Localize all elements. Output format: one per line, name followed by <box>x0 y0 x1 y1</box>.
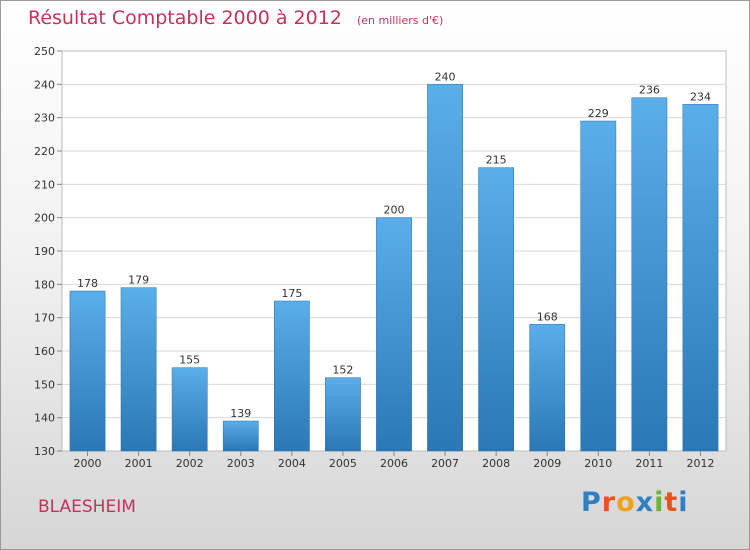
bar <box>222 420 259 452</box>
x-tick-label: 2012 <box>686 457 714 470</box>
bar-value-label: 240 <box>435 70 456 83</box>
x-tick-label: 2002 <box>176 457 204 470</box>
x-axis: 2000 2001 2002 2003 2004 2005 2006 2007 2008 2009… <box>74 451 714 470</box>
y-tick-label: 140 <box>34 412 55 425</box>
y-tick-label: 150 <box>34 378 55 391</box>
bar <box>682 104 719 452</box>
bar-value-label: 175 <box>281 287 302 300</box>
bar-value-label: 178 <box>77 277 98 290</box>
bar-value-label: 155 <box>179 354 200 367</box>
proxiti-logo: Proxiti <box>581 487 689 518</box>
logo-letter: o <box>616 487 636 518</box>
y-tick-label: 130 <box>34 445 55 458</box>
bar-value-label: 152 <box>332 364 353 377</box>
x-tick-label: 2003 <box>227 457 255 470</box>
y-tick-label: 170 <box>34 312 55 325</box>
bar <box>478 167 515 452</box>
x-tick-label: 2006 <box>380 457 408 470</box>
bar-value-label: 229 <box>588 107 609 120</box>
y-tick-label: 160 <box>34 345 55 358</box>
x-tick-label: 2009 <box>533 457 561 470</box>
bar <box>631 97 668 452</box>
y-tick-label: 250 <box>34 45 55 58</box>
y-tick-label: 240 <box>34 78 55 91</box>
x-tick-label: 2010 <box>584 457 612 470</box>
y-tick-label: 180 <box>34 278 55 291</box>
y-tick-label: 200 <box>34 212 55 225</box>
bar <box>325 377 361 452</box>
x-tick-label: 2011 <box>635 457 663 470</box>
title-block: Résultat Comptable 2000 à 2012 (en milli… <box>28 7 443 29</box>
x-tick-label: 2008 <box>482 457 510 470</box>
bar-value-label: 215 <box>486 154 507 167</box>
y-tick-label: 210 <box>34 178 55 191</box>
logo-letter: i <box>678 487 689 518</box>
bar <box>580 120 617 452</box>
bar <box>376 217 412 452</box>
y-tick-label: 190 <box>34 245 55 258</box>
commune-name: BLAESHEIM <box>38 497 136 517</box>
logo-letter: t <box>664 487 679 518</box>
x-tick-label: 2004 <box>278 457 306 470</box>
x-tick-label: 2007 <box>431 457 459 470</box>
logo-letter: r <box>601 487 617 518</box>
x-tick-label: 2001 <box>125 457 153 470</box>
bar <box>529 324 566 452</box>
y-axis: 130 140 150 160 170 180 190 200 210 220 230 240 250 <box>34 45 62 458</box>
y-tick-label: 230 <box>34 112 55 125</box>
bar-value-label: 200 <box>384 204 405 217</box>
x-tick-label: 2005 <box>329 457 357 470</box>
bar <box>120 287 157 452</box>
bar <box>273 300 310 452</box>
x-tick-label: 2000 <box>74 457 102 470</box>
bar-value-label: 168 <box>537 310 558 323</box>
bar <box>171 367 208 452</box>
chart-subtitle: (en milliers d'€) <box>356 14 444 27</box>
logo-letter: x <box>635 487 655 518</box>
bar-value-label: 179 <box>128 274 149 287</box>
y-tick-label: 220 <box>34 145 55 158</box>
logo-letter: P <box>581 487 602 518</box>
bar-value-label: 234 <box>690 90 711 103</box>
bar-value-label: 236 <box>639 84 660 97</box>
chart-title: Résultat Comptable 2000 à 2012 <box>28 7 342 29</box>
bar <box>427 84 463 452</box>
bar <box>69 290 106 452</box>
bar-value-label: 139 <box>230 407 251 420</box>
logo-letter: i <box>654 487 665 518</box>
